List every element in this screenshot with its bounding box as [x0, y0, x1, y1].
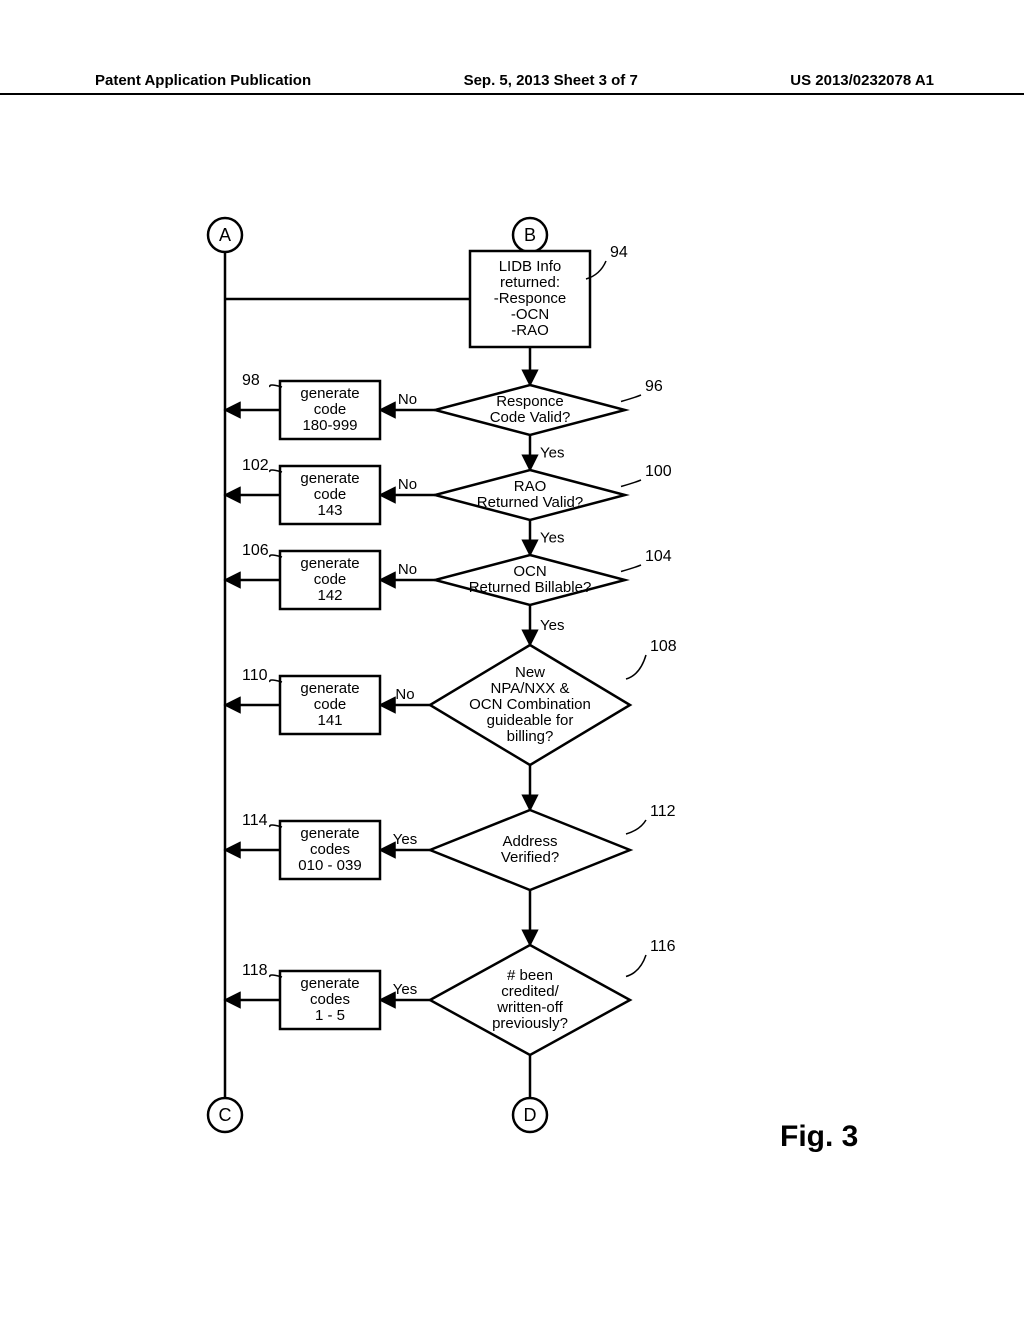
svg-text:generate: generate: [300, 555, 359, 572]
svg-text:No: No: [395, 686, 414, 703]
svg-text:98: 98: [242, 372, 260, 389]
header-left: Patent Application Publication: [95, 72, 311, 89]
svg-text:118: 118: [242, 962, 268, 979]
svg-text:143: 143: [317, 502, 342, 519]
svg-text:102: 102: [242, 457, 269, 474]
header-center: Sep. 5, 2013 Sheet 3 of 7: [464, 72, 638, 89]
svg-text:code: code: [314, 696, 347, 713]
svg-text:Yes: Yes: [540, 530, 564, 547]
svg-text:Returned Billable?: Returned Billable?: [469, 579, 592, 596]
svg-text:codes: codes: [310, 991, 350, 1008]
svg-text:OCN: OCN: [513, 563, 546, 580]
page-header: Patent Application Publication Sep. 5, 2…: [0, 72, 1024, 95]
svg-text:RAO: RAO: [514, 478, 547, 495]
svg-text:previously?: previously?: [492, 1015, 568, 1032]
svg-text:110: 110: [242, 667, 268, 684]
svg-text:96: 96: [645, 378, 663, 395]
svg-text:94: 94: [610, 244, 628, 261]
svg-text:written-off: written-off: [496, 999, 563, 1016]
svg-text:Verified?: Verified?: [501, 849, 559, 866]
svg-text:generate: generate: [300, 680, 359, 697]
svg-text:D: D: [524, 1105, 537, 1125]
svg-text:generate: generate: [300, 975, 359, 992]
svg-text:OCN Combination: OCN Combination: [469, 696, 591, 713]
svg-text:Returned Valid?: Returned Valid?: [477, 494, 583, 511]
svg-text:generate: generate: [300, 385, 359, 402]
svg-text:generate: generate: [300, 825, 359, 842]
svg-text:LIDB Info: LIDB Info: [499, 258, 562, 275]
svg-text:Yes: Yes: [393, 831, 417, 848]
svg-text:Yes: Yes: [540, 445, 564, 462]
svg-text:104: 104: [645, 548, 672, 565]
svg-text:106: 106: [242, 542, 269, 559]
header-right: US 2013/0232078 A1: [790, 72, 934, 89]
svg-text:code: code: [314, 486, 347, 503]
svg-text:No: No: [398, 476, 417, 493]
svg-text:B: B: [524, 225, 536, 245]
page: Patent Application Publication Sep. 5, 2…: [0, 0, 1024, 1320]
svg-text:C: C: [219, 1105, 232, 1125]
svg-text:A: A: [219, 225, 231, 245]
svg-text:credited/: credited/: [501, 983, 559, 1000]
svg-text:141: 141: [317, 712, 342, 729]
svg-text:Responce: Responce: [496, 393, 564, 410]
svg-text:Yes: Yes: [540, 617, 564, 634]
flowchart-container: Yes Yes Yes No No No No Yes Yes A B C D LIDB Inforetu…: [0, 170, 1024, 1270]
figure-label: Fig. 3: [780, 1120, 858, 1154]
svg-text:108: 108: [650, 638, 677, 655]
svg-text:codes: codes: [310, 841, 350, 858]
svg-text:# been: # been: [507, 967, 553, 984]
svg-text:returned:: returned:: [500, 274, 560, 291]
svg-text:114: 114: [242, 812, 268, 829]
svg-text:code: code: [314, 571, 347, 588]
svg-text:billing?: billing?: [507, 728, 554, 745]
svg-text:116: 116: [650, 938, 676, 955]
svg-text:-RAO: -RAO: [511, 322, 549, 339]
svg-text:Yes: Yes: [393, 981, 417, 998]
svg-text:142: 142: [317, 587, 342, 604]
svg-text:code: code: [314, 401, 347, 418]
svg-text:Address: Address: [502, 833, 557, 850]
svg-text:generate: generate: [300, 470, 359, 487]
svg-text:112: 112: [650, 803, 676, 820]
flowchart-svg: Yes Yes Yes No No No No Yes Yes A B C D LIDB Inforetu…: [0, 170, 1024, 1270]
svg-text:No: No: [398, 561, 417, 578]
svg-text:guideable for: guideable for: [487, 712, 574, 729]
svg-text:-OCN: -OCN: [511, 306, 549, 323]
svg-text:100: 100: [645, 463, 672, 480]
svg-text:No: No: [398, 391, 417, 408]
svg-text:NPA/NXX &: NPA/NXX &: [491, 680, 570, 697]
svg-text:180-999: 180-999: [302, 417, 357, 434]
svg-text:Code Valid?: Code Valid?: [490, 409, 571, 426]
svg-text:-Responce: -Responce: [494, 290, 567, 307]
svg-text:1 - 5: 1 - 5: [315, 1007, 345, 1024]
svg-text:010 - 039: 010 - 039: [298, 857, 361, 874]
svg-text:New: New: [515, 664, 545, 681]
